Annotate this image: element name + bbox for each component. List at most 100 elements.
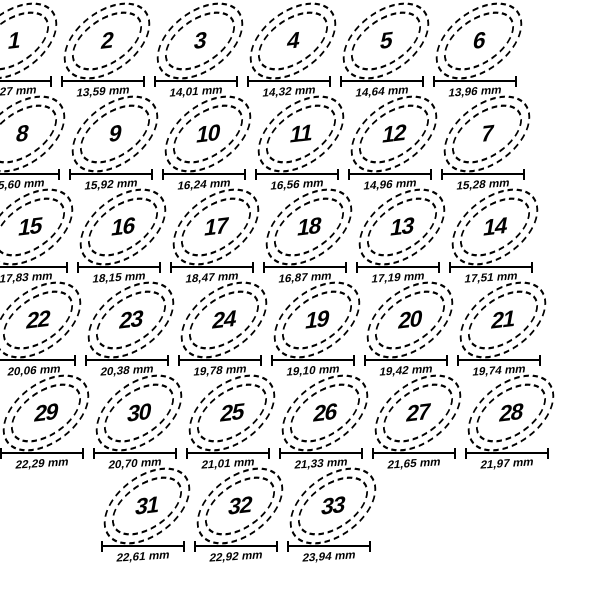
measurement-marker[interactable]: 27 21,65 mm: [366, 359, 476, 478]
measurement-marker[interactable]: 19 19,10 mm: [265, 266, 375, 385]
dimension-bar: [247, 80, 331, 83]
measurement-marker[interactable]: 32 22,92 mm: [188, 452, 298, 571]
dimension-line-icon: [61, 76, 145, 87]
dimension-bar: [0, 452, 84, 455]
dimension-bar: [263, 266, 347, 269]
dimension-bar: [194, 545, 278, 548]
dimension-line-icon: [340, 76, 424, 87]
dimension-line-icon: [271, 355, 355, 366]
dimension-tick-right: [336, 169, 339, 180]
measurement-marker[interactable]: 16 18,15 mm: [71, 173, 181, 292]
dimension-tick-right: [81, 448, 84, 459]
dimension-tick-right: [514, 76, 517, 87]
dimension-line-icon: [457, 355, 541, 366]
dimension-bar: [433, 80, 517, 83]
dimension-bar: [186, 452, 270, 455]
measurement-marker[interactable]: 33 23,94 mm: [281, 452, 391, 571]
measurement-marker[interactable]: 6 13,96 mm: [427, 0, 537, 106]
dimension-tick-right: [437, 262, 440, 273]
measurement-marker[interactable]: 1 13,27 mm: [0, 0, 72, 106]
dimension-line-icon: [0, 355, 76, 366]
measurement-marker[interactable]: 8 15,60 mm: [0, 80, 80, 199]
measurement-marker[interactable]: 2 13,59 mm: [55, 0, 165, 106]
measurement-marker[interactable]: 23 20,38 mm: [79, 266, 189, 385]
dimension-line-icon: [449, 262, 533, 273]
measurement-marker[interactable]: 18 16,87 mm: [257, 173, 367, 292]
measurement-marker[interactable]: 20 19,42 mm: [358, 266, 468, 385]
dimension-bar: [255, 173, 339, 176]
dimension-line-icon: [433, 76, 517, 87]
dimension-line-icon: [170, 262, 254, 273]
measurement-marker[interactable]: 10 16,24 mm: [156, 80, 266, 199]
measurement-marker[interactable]: 30 20,70 mm: [87, 359, 197, 478]
dimension-tick-right: [453, 448, 456, 459]
measurement-marker[interactable]: 13 17,19 mm: [350, 173, 460, 292]
dimension-line-icon: [255, 169, 339, 180]
measurement-marker[interactable]: 24 19,78 mm: [172, 266, 282, 385]
dimension-line-icon: [178, 355, 262, 366]
measurement-marker[interactable]: 7 15,28 mm: [435, 80, 545, 199]
dimension-line-icon: [69, 169, 153, 180]
dimension-tick-right: [352, 355, 355, 366]
dimension-bar: [356, 266, 440, 269]
measurement-marker[interactable]: 21 19,74 mm: [451, 266, 561, 385]
measurement-marker[interactable]: 12 14,96 mm: [342, 80, 452, 199]
dimension-tick-right: [150, 169, 153, 180]
dimension-line-icon: [101, 541, 185, 552]
dimension-bar: [69, 173, 153, 176]
measurement-marker[interactable]: 17 18,47 mm: [164, 173, 274, 292]
dimension-line-icon: [85, 355, 169, 366]
dimension-tick-right: [251, 262, 254, 273]
dimension-tick-right: [445, 355, 448, 366]
measurement-marker[interactable]: 5 14,64 mm: [334, 0, 444, 106]
dimension-tick-right: [360, 448, 363, 459]
dimension-tick-right: [530, 262, 533, 273]
measurement-marker[interactable]: 22 20,06 mm: [0, 266, 96, 385]
dimension-tick-right: [328, 76, 331, 87]
dimension-tick-right: [259, 355, 262, 366]
dimension-bar: [178, 359, 262, 362]
dimension-tick-right: [57, 169, 60, 180]
dimension-bar: [348, 173, 432, 176]
dimension-bar: [0, 266, 68, 269]
dimension-tick-right: [65, 262, 68, 273]
measurement-marker[interactable]: 4 14,32 mm: [241, 0, 351, 106]
dimension-tick-right: [174, 448, 177, 459]
dimension-bar: [287, 545, 371, 548]
dimension-line-icon: [162, 169, 246, 180]
dimension-line-icon: [0, 262, 68, 273]
measurement-marker[interactable]: 9 15,92 mm: [63, 80, 173, 199]
measurement-marker[interactable]: 3 14,01 mm: [148, 0, 258, 106]
dimension-bar: [77, 266, 161, 269]
dimension-bar: [154, 80, 238, 83]
dimension-bar: [449, 266, 533, 269]
dimension-line-icon: [0, 448, 84, 459]
dimension-tick-right: [182, 541, 185, 552]
dimension-tick-right: [166, 355, 169, 366]
dimension-bar: [93, 452, 177, 455]
dimension-tick-right: [368, 541, 371, 552]
dimension-line-icon: [194, 541, 278, 552]
measurement-marker[interactable]: 28 21,97 mm: [459, 359, 569, 478]
measurement-marker[interactable]: 31 22,61 mm: [95, 452, 205, 571]
dimension-bar: [340, 80, 424, 83]
dimension-tick-right: [538, 355, 541, 366]
dimension-tick-right: [275, 541, 278, 552]
dimension-line-icon: [0, 76, 52, 87]
measurement-marker[interactable]: 11 16,56 mm: [249, 80, 359, 199]
dimension-line-icon: [263, 262, 347, 273]
dimension-tick-right: [267, 448, 270, 459]
dimension-tick-right: [49, 76, 52, 87]
dimension-bar: [0, 359, 76, 362]
dimension-line-icon: [356, 262, 440, 273]
measurement-marker[interactable]: 25 21,01 mm: [180, 359, 290, 478]
measurement-marker[interactable]: 26 21,33 mm: [273, 359, 383, 478]
dimension-bar: [465, 452, 549, 455]
measurement-marker[interactable]: 29 22,29 mm: [0, 359, 104, 478]
dimension-tick-right: [522, 169, 525, 180]
measurement-marker[interactable]: 15 17,83 mm: [0, 173, 88, 292]
measurement-marker[interactable]: 14 17,51 mm: [443, 173, 553, 292]
dimension-line-icon: [372, 448, 456, 459]
dimension-line-icon: [93, 448, 177, 459]
dimension-bar: [61, 80, 145, 83]
